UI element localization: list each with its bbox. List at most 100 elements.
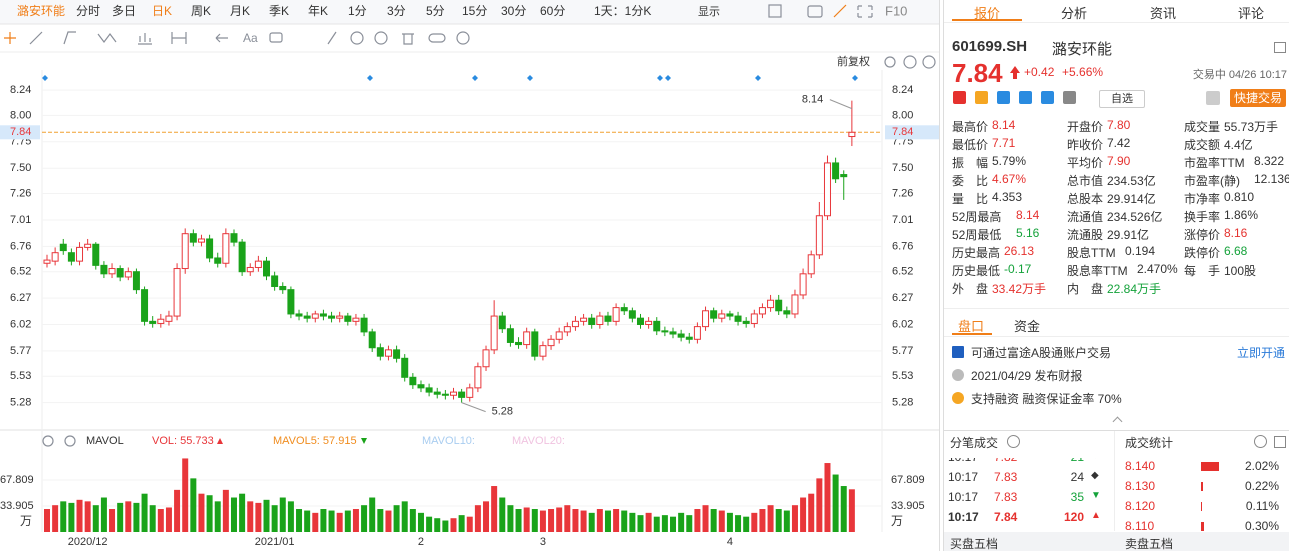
candle-body — [92, 243, 100, 266]
panel-tab[interactable]: 分析 — [1060, 6, 1087, 21]
watch-button[interactable]: 自选 — [1099, 90, 1145, 108]
volume-bar — [474, 505, 481, 532]
link-tool[interactable] — [428, 33, 446, 43]
stat-bar — [1201, 502, 1202, 511]
info-icon — [952, 369, 964, 381]
wave-tool[interactable] — [97, 33, 117, 43]
toolbar-tab[interactable]: 15分 — [462, 4, 487, 18]
panel-tab[interactable]: 报价 — [973, 6, 1000, 21]
quick-trade-button[interactable]: 快捷交易 — [1230, 89, 1286, 107]
toolbar-tab[interactable]: 多日 — [112, 4, 136, 18]
panel-tab[interactable]: 资讯 — [1149, 6, 1176, 21]
text-tool[interactable]: Aa — [243, 31, 258, 45]
trade-volume: 35 — [1070, 490, 1084, 504]
magnet-tool[interactable] — [350, 31, 364, 45]
candle-body — [636, 317, 644, 326]
field-label: 52周最低 — [952, 228, 1002, 242]
depth-title[interactable]: 卖盘五档 — [1125, 537, 1174, 551]
volume-bar — [401, 501, 408, 532]
y-tick-label: 7.01 — [892, 214, 913, 226]
volume-bar — [255, 502, 262, 532]
undo-icon[interactable] — [884, 56, 896, 68]
candle-body — [189, 233, 197, 243]
grid-icon[interactable] — [1274, 436, 1286, 448]
toolbar-tab[interactable]: 1天：1分K — [594, 4, 651, 18]
volume-bar — [848, 489, 855, 532]
hide-tool[interactable] — [374, 31, 388, 45]
toolbar-tab[interactable]: 月K — [230, 4, 250, 18]
volume-bar — [483, 501, 490, 532]
zoom-out-icon[interactable] — [903, 55, 917, 69]
delete-tool[interactable] — [402, 33, 414, 45]
toolbar-tab[interactable]: 分时 — [76, 4, 100, 18]
display-menu[interactable]: 显示 — [698, 5, 720, 18]
event-marker — [472, 75, 478, 81]
candle-body — [718, 313, 726, 319]
candle-body — [368, 331, 376, 349]
panel-tab[interactable]: 盘口 — [958, 319, 985, 334]
toolbar-tab[interactable]: 周K — [191, 4, 211, 18]
zoom-in-icon[interactable] — [922, 55, 936, 69]
crosshair-icon[interactable] — [4, 32, 16, 44]
candle-body — [791, 294, 799, 315]
volume-bar — [157, 509, 164, 532]
volume-bar — [670, 516, 677, 532]
unit-label: 万 — [20, 514, 32, 528]
volume-bar — [621, 510, 628, 532]
comment-tool[interactable] — [269, 32, 283, 43]
bell-icon[interactable] — [1206, 91, 1220, 105]
volume-bar — [816, 478, 823, 532]
toolbar-tab[interactable]: 1分 — [348, 4, 367, 18]
candle-body — [149, 320, 157, 324]
y-tick-label: 5.28 — [10, 397, 31, 409]
pencil-tool[interactable] — [327, 31, 337, 45]
close-icon[interactable] — [64, 435, 76, 447]
candle-body — [67, 252, 75, 262]
panel-tab[interactable]: 资金 — [1014, 319, 1041, 334]
panel-tab[interactable]: 评论 — [1237, 6, 1264, 21]
field-value: 4.4亿 — [1224, 138, 1253, 152]
range-tool[interactable] — [171, 32, 187, 44]
line-tool[interactable] — [29, 31, 43, 45]
depth-title[interactable]: 买盘五档 — [950, 537, 999, 551]
toolbar-tab[interactable]: 季K — [269, 4, 289, 18]
volume-bar — [824, 463, 831, 532]
candle-body — [263, 260, 271, 277]
collapse-chevron[interactable] — [1112, 416, 1123, 427]
trade-time: 10:17 — [948, 470, 979, 484]
pen-icon[interactable] — [833, 4, 847, 18]
toolbar-tab[interactable]: 5分 — [426, 4, 445, 18]
volume-bar — [767, 505, 774, 532]
checkbox[interactable] — [768, 4, 782, 18]
volume-bar — [385, 510, 392, 532]
gear-icon[interactable] — [42, 435, 54, 447]
measure-tool[interactable] — [138, 33, 152, 45]
candle-body — [43, 259, 51, 264]
toolbar-tab[interactable]: 日K — [152, 4, 172, 18]
candle-body — [376, 347, 384, 357]
arrow-tool[interactable] — [215, 33, 228, 43]
f10-button[interactable]: F10 — [885, 3, 907, 18]
toolbar-tab[interactable]: 潞安环能 — [17, 3, 65, 18]
candle-body — [328, 315, 336, 319]
toolbar-tab[interactable]: 30分 — [501, 4, 526, 18]
trade-volume: 24 — [1070, 470, 1084, 484]
candle-body — [76, 246, 84, 262]
trade-price: 7.83 — [994, 470, 1018, 484]
section-title: 成交统计 — [1125, 436, 1174, 450]
toolbar-tab[interactable]: 60分 — [540, 4, 565, 18]
toolbar-tab[interactable]: 年K — [308, 4, 328, 18]
menu-icon[interactable] — [1274, 42, 1286, 53]
toolbar-tab[interactable]: 3分 — [387, 4, 406, 18]
fullscreen-icon[interactable] — [857, 5, 873, 18]
settings-tool[interactable] — [456, 31, 470, 45]
trade-price: 7.83 — [994, 490, 1018, 504]
camera-icon[interactable] — [807, 5, 823, 18]
settings-icon[interactable] — [1254, 435, 1267, 448]
adjustment-label[interactable]: 前复权 — [837, 54, 870, 68]
field-value: -0.17 — [1004, 262, 1032, 276]
ray-tool[interactable] — [63, 31, 76, 45]
field-label: 股息率TTM — [1067, 264, 1128, 278]
open-account-link[interactable]: 立即开通 — [1236, 346, 1285, 360]
volume-bar — [361, 505, 368, 532]
